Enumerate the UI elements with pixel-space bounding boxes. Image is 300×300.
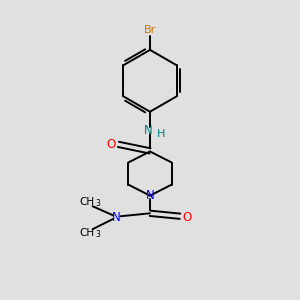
Text: Br: Br <box>144 25 156 34</box>
Text: O: O <box>106 139 116 152</box>
Text: CH: CH <box>80 197 95 207</box>
Text: 3: 3 <box>95 230 100 239</box>
Text: N: N <box>144 124 153 137</box>
Text: O: O <box>182 211 192 224</box>
Text: N: N <box>146 189 154 202</box>
Text: CH: CH <box>80 228 95 238</box>
Text: N: N <box>112 211 121 224</box>
Text: H: H <box>157 129 165 139</box>
Text: 3: 3 <box>95 200 100 208</box>
